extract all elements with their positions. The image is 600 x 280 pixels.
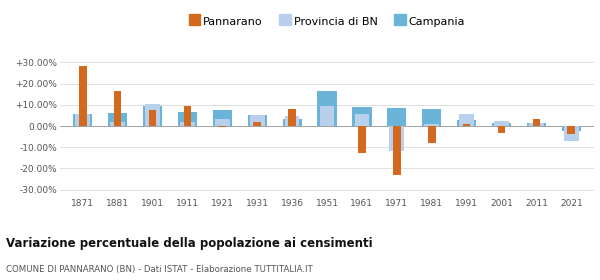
Bar: [492, 123, 511, 126]
Bar: [218, 126, 226, 127]
Bar: [79, 66, 86, 126]
Bar: [73, 114, 92, 126]
Bar: [288, 109, 296, 126]
Bar: [180, 122, 195, 126]
Bar: [459, 114, 474, 126]
Bar: [529, 123, 544, 126]
Bar: [143, 106, 162, 126]
Bar: [184, 106, 191, 126]
Bar: [320, 106, 334, 126]
Bar: [527, 123, 546, 126]
Bar: [494, 121, 509, 126]
Bar: [250, 115, 265, 126]
Bar: [248, 115, 267, 126]
Bar: [564, 126, 578, 141]
Bar: [358, 126, 366, 153]
Text: COMUNE DI PANNARANO (BN) - Dati ISTAT - Elaborazione TUTTITALIA.IT: COMUNE DI PANNARANO (BN) - Dati ISTAT - …: [6, 265, 313, 274]
Bar: [110, 122, 125, 126]
Bar: [422, 109, 442, 126]
Bar: [463, 124, 470, 126]
Bar: [76, 114, 90, 126]
Bar: [428, 126, 436, 143]
Bar: [317, 91, 337, 126]
Bar: [212, 110, 232, 126]
Bar: [149, 110, 157, 126]
Bar: [283, 118, 302, 126]
Bar: [355, 114, 369, 126]
Bar: [323, 125, 331, 126]
Bar: [393, 126, 401, 175]
Text: Variazione percentuale della popolazione ai censimenti: Variazione percentuale della popolazione…: [6, 237, 373, 249]
Bar: [497, 126, 505, 134]
Bar: [389, 126, 404, 151]
Bar: [457, 120, 476, 126]
Bar: [178, 112, 197, 126]
Bar: [533, 118, 540, 126]
Bar: [352, 107, 371, 126]
Bar: [424, 124, 439, 126]
Bar: [215, 118, 230, 126]
Bar: [108, 113, 127, 126]
Bar: [253, 122, 261, 126]
Bar: [568, 126, 575, 134]
Bar: [114, 91, 121, 126]
Bar: [562, 126, 581, 131]
Bar: [285, 116, 299, 126]
Bar: [145, 104, 160, 126]
Legend: Pannarano, Provincia di BN, Campania: Pannarano, Provincia di BN, Campania: [188, 17, 466, 27]
Bar: [387, 108, 406, 126]
